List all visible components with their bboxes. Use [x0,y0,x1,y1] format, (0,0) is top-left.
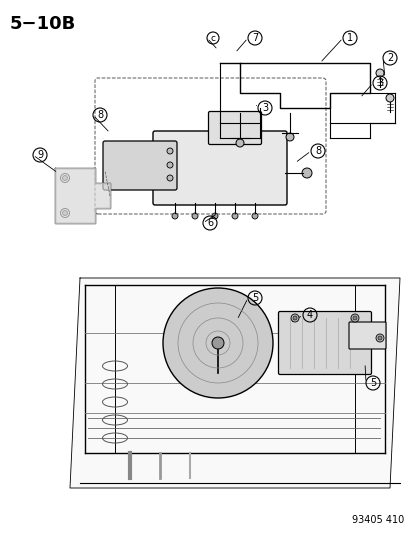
Text: 7: 7 [251,33,257,43]
Circle shape [231,213,237,219]
Text: 3: 3 [261,103,267,113]
Circle shape [352,316,356,320]
Circle shape [171,213,178,219]
Circle shape [166,175,173,181]
Circle shape [301,168,311,178]
Circle shape [285,133,293,141]
Text: 3: 3 [376,78,382,88]
Circle shape [60,208,69,217]
Polygon shape [70,278,399,488]
FancyBboxPatch shape [103,141,177,190]
Circle shape [163,288,272,398]
Circle shape [252,213,257,219]
Circle shape [375,334,383,342]
Circle shape [62,175,67,181]
Text: 8: 8 [97,110,103,120]
Ellipse shape [129,146,150,185]
FancyBboxPatch shape [153,131,286,205]
Text: 93405 410: 93405 410 [351,515,403,525]
Text: 5−10B: 5−10B [10,15,76,33]
Circle shape [290,314,298,322]
Circle shape [292,316,296,320]
Circle shape [235,139,243,147]
Text: 1: 1 [346,33,352,43]
Circle shape [192,213,197,219]
Text: 4: 4 [306,310,312,320]
Text: 6: 6 [206,218,213,228]
FancyBboxPatch shape [348,322,385,349]
Circle shape [350,314,358,322]
Polygon shape [55,168,110,223]
Circle shape [211,337,223,349]
Text: 5: 5 [369,378,375,388]
Text: 8: 8 [314,146,320,156]
Text: c: c [210,34,215,43]
Circle shape [375,69,383,77]
Circle shape [166,162,173,168]
FancyBboxPatch shape [278,311,370,375]
Circle shape [166,148,173,154]
Text: 5: 5 [251,293,257,303]
Circle shape [211,213,218,219]
Text: 9: 9 [37,150,43,160]
Circle shape [62,211,67,215]
Circle shape [385,94,393,102]
FancyBboxPatch shape [208,111,261,144]
Text: 2: 2 [386,53,392,63]
Circle shape [377,336,381,340]
Circle shape [60,174,69,182]
